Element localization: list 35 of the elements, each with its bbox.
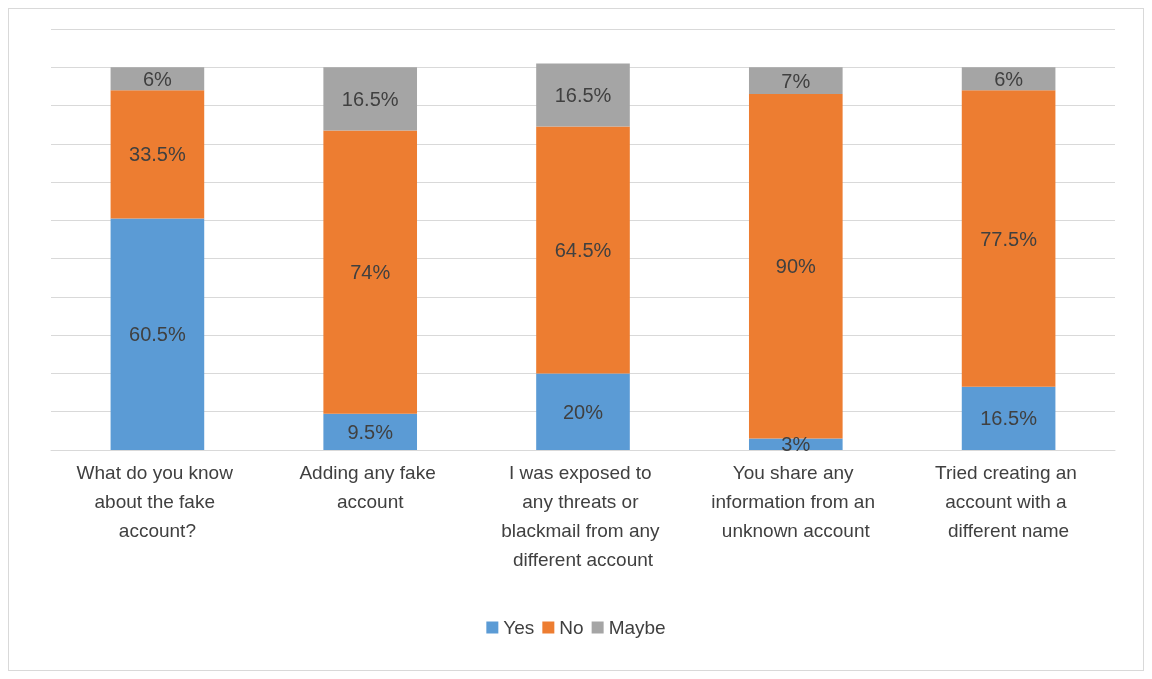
bar xyxy=(323,413,418,450)
bar xyxy=(536,126,630,374)
data-label: 16.5% xyxy=(980,407,1038,430)
data-label: 9.5% xyxy=(347,420,394,443)
data-label: 16.5% xyxy=(341,87,399,110)
legend-label: Yes xyxy=(503,617,535,638)
data-label: 90% xyxy=(775,255,817,278)
x-tick-label: You share any information from an unknown account xyxy=(711,462,881,541)
bar xyxy=(110,90,205,219)
bar xyxy=(961,90,1056,387)
data-label: 3% xyxy=(781,433,811,456)
bar xyxy=(748,67,843,95)
bar xyxy=(323,67,418,131)
x-tick-label: What do you know about the fake account? xyxy=(76,462,239,541)
data-label: 74% xyxy=(350,261,391,284)
data-label: 6% xyxy=(142,67,173,90)
bar xyxy=(536,63,630,127)
bar xyxy=(748,94,843,439)
bar xyxy=(536,373,630,450)
data-label: 7% xyxy=(781,69,811,92)
data-label: 77.5% xyxy=(980,227,1038,250)
x-tick-label: Tried creating an account with a different name xyxy=(935,462,1083,541)
bar xyxy=(961,386,1056,450)
x-tick-label: Adding any fake account xyxy=(299,462,441,512)
x-tick-label: I was exposed to any threats or blackmail from any different account xyxy=(501,462,665,570)
bar xyxy=(323,130,418,414)
bar xyxy=(110,218,205,450)
data-label: 60.5% xyxy=(129,323,186,346)
data-label: 20% xyxy=(562,400,604,423)
data-label: 6% xyxy=(994,67,1024,90)
data-label: 64.5% xyxy=(554,239,612,262)
legend-label: No xyxy=(559,617,584,638)
legend-label: Maybe xyxy=(608,617,666,638)
data-label: 16.5% xyxy=(554,84,612,107)
data-label: 33.5% xyxy=(129,143,186,166)
